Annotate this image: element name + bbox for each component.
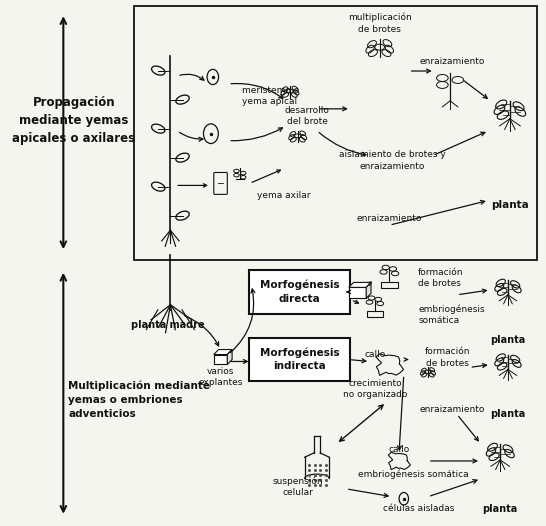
Polygon shape <box>214 350 232 355</box>
Text: desarrollo
del brote: desarrollo del brote <box>285 106 330 126</box>
Text: enraizamiento: enraizamiento <box>419 57 485 66</box>
Text: planta: planta <box>491 200 529 210</box>
Text: enraizamiento: enraizamiento <box>419 404 485 414</box>
Text: Morfogénesis
directa: Morfogénesis directa <box>260 280 340 304</box>
Text: células aisladas: células aisladas <box>383 504 454 513</box>
Text: multiplicación
de brotes: multiplicación de brotes <box>348 13 412 34</box>
Text: aislamiento de brotes y
enraizamiento: aislamiento de brotes y enraizamiento <box>339 150 446 170</box>
Text: embriogénesis
somática: embriogénesis somática <box>418 305 485 325</box>
Text: callo: callo <box>388 444 410 453</box>
Text: formación
de brotes: formación de brotes <box>418 268 464 288</box>
Text: planta: planta <box>490 335 526 345</box>
Text: meristemo o
yema apical: meristemo o yema apical <box>242 86 299 106</box>
Text: planta: planta <box>483 504 518 514</box>
FancyBboxPatch shape <box>250 270 350 313</box>
Text: embriogénesis somática: embriogénesis somática <box>358 469 469 479</box>
Text: planta madre: planta madre <box>130 320 204 330</box>
Text: formación
de brotes: formación de brotes <box>424 348 470 368</box>
FancyBboxPatch shape <box>250 338 350 381</box>
Polygon shape <box>227 350 232 365</box>
Bar <box>381 281 398 288</box>
Text: Propagación
mediante yemas
apicales o axilares: Propagación mediante yemas apicales o ax… <box>13 96 135 145</box>
Bar <box>367 311 383 317</box>
Bar <box>349 287 366 298</box>
Text: yema axilar: yema axilar <box>257 191 311 200</box>
Text: suspensión
celular: suspensión celular <box>272 477 323 497</box>
Polygon shape <box>349 282 371 287</box>
Text: enraizamiento: enraizamiento <box>357 214 422 222</box>
FancyBboxPatch shape <box>134 6 537 260</box>
Polygon shape <box>366 282 371 298</box>
Text: crecimiento
no organizado: crecimiento no organizado <box>343 379 407 399</box>
Text: varios
explantes: varios explantes <box>198 367 243 388</box>
Text: callo: callo <box>364 350 385 359</box>
Text: Multiplicación mediante
yemas o embriones
adventicios: Multiplicación mediante yemas o embrione… <box>68 380 210 419</box>
Text: planta: planta <box>490 409 526 419</box>
Bar <box>214 355 227 365</box>
Text: Morfogénesis
indirecta: Morfogénesis indirecta <box>260 348 340 371</box>
